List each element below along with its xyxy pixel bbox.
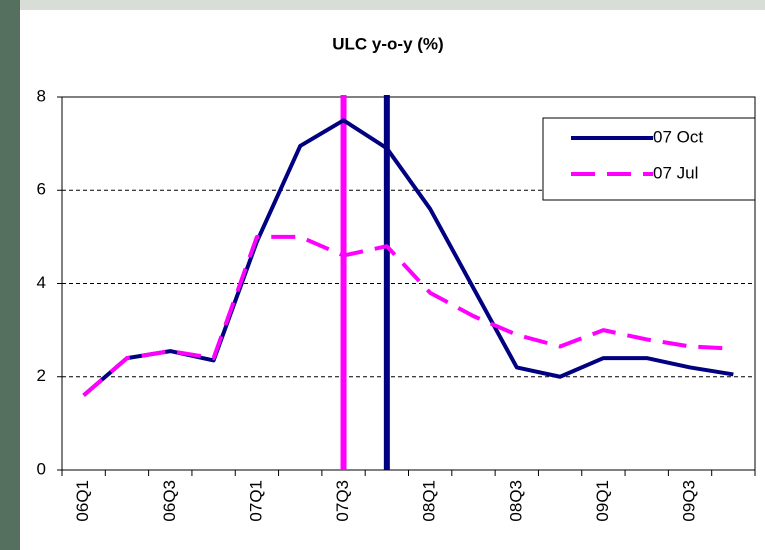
- x-tick-label: 06Q1: [73, 480, 92, 522]
- x-tick-label: 09Q3: [680, 480, 699, 522]
- x-tick-label: 09Q1: [593, 480, 612, 522]
- chart-title: ULC y-o-y (%): [332, 34, 443, 53]
- x-tick-label: 08Q3: [506, 480, 525, 522]
- x-tick-label: 08Q1: [420, 480, 439, 522]
- series-line: [82, 234, 734, 397]
- legend-label: 07 Jul: [653, 163, 698, 182]
- y-tick-label: 4: [37, 273, 46, 292]
- y-tick-label: 6: [37, 180, 46, 199]
- y-tick-label: 2: [37, 366, 46, 385]
- y-tick-label: 8: [37, 86, 46, 105]
- y-tick-label: 0: [37, 459, 46, 478]
- legend-box: [542, 117, 756, 201]
- x-tick-label: 06Q3: [160, 480, 179, 522]
- left-strip: [0, 0, 20, 550]
- legend-label: 07 Oct: [653, 127, 703, 146]
- x-tick-label: 07Q1: [246, 480, 265, 522]
- top-strip: [0, 0, 765, 10]
- x-tick-label: 07Q3: [333, 480, 352, 522]
